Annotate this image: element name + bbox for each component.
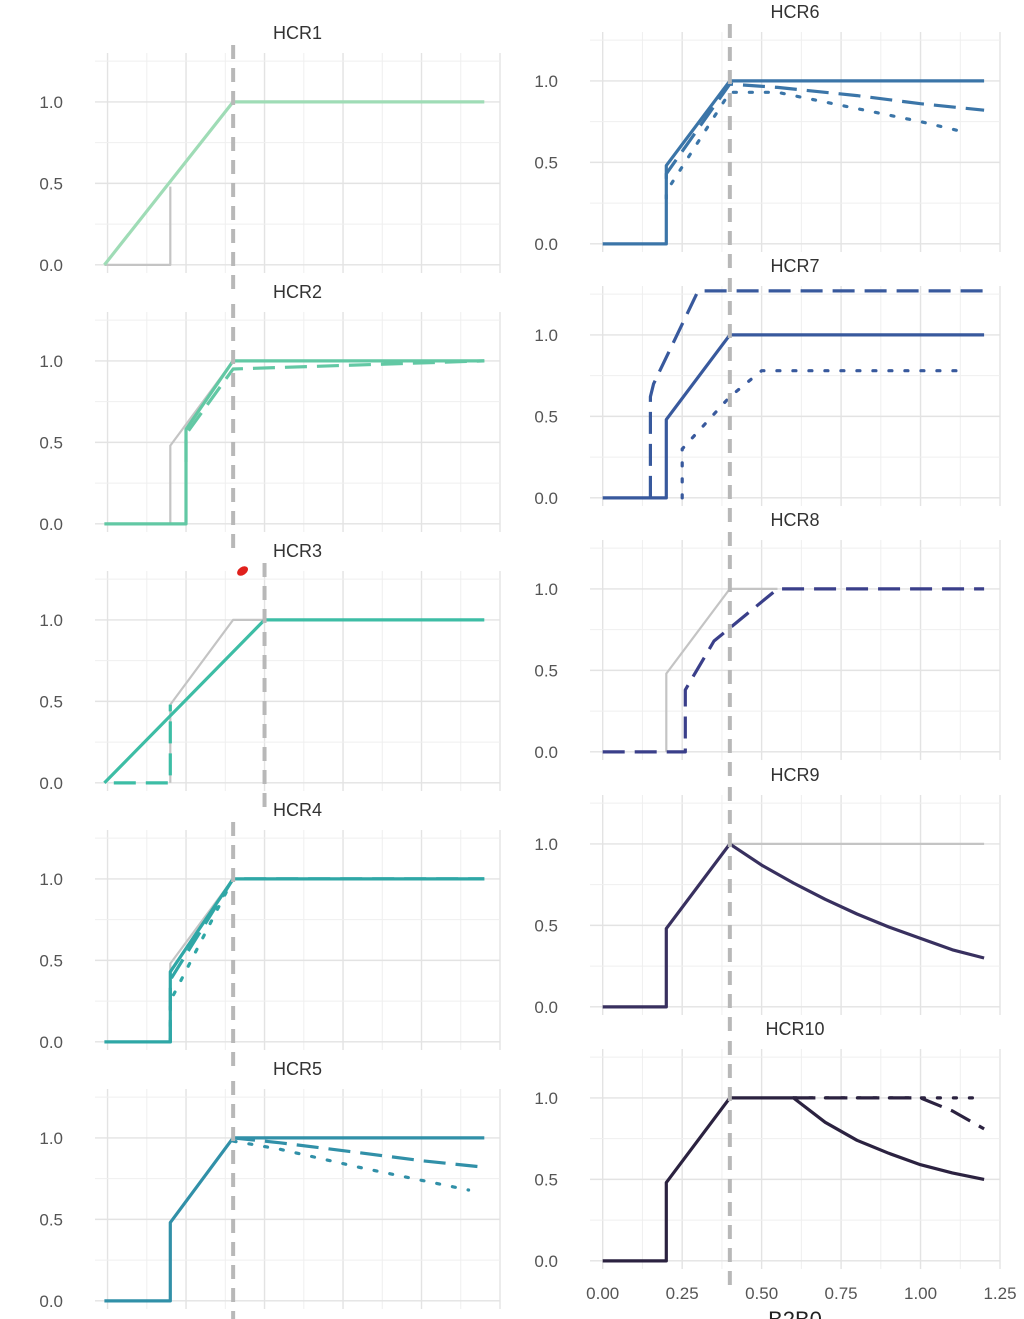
x-tick-label: 0.50 [745,1284,778,1303]
y-tick-label: 0.0 [39,256,63,275]
panel-title: HCR1 [273,23,322,43]
y-tick-label: 1.0 [534,72,558,91]
series-line-solid [602,79,985,246]
panel-title: HCR10 [765,1019,824,1039]
panel-hcr3: HCR3 0.0 0.5 1.0 [39,541,501,809]
series-line-dotted [168,877,235,1044]
panel-hcr10: HCR10 0.0 0.5 1.0 0.00 0.25 0.50 0.75 1.00 1.25 B2… [534,1019,1016,1319]
series-line-solid [602,842,985,1009]
series-line-dashed [113,704,172,785]
panel-background [590,1049,1000,1269]
y-tick-label: 0.5 [534,153,558,172]
y-tick-label: 0.5 [534,1170,558,1189]
y-tick-label: 0.0 [39,1033,63,1052]
panel-title: HCR4 [273,800,322,820]
y-tick-label: 0.5 [39,1210,63,1229]
y-tick-label: 1.0 [534,835,558,854]
y-tick-label: 1.0 [39,1129,63,1148]
y-tick-label: 0.0 [534,1252,558,1271]
y-tick-label: 1.0 [534,1089,558,1108]
x-tick-label: 0.75 [825,1284,858,1303]
reference-series-line [104,186,172,266]
panel-title: HCR8 [770,510,819,530]
panel-background [95,571,500,791]
panel-background [590,32,1000,252]
series-line-dashed [648,289,985,498]
series-line-solid [104,1136,485,1303]
y-tick-label: 0.5 [534,916,558,935]
y-tick-label: 0.5 [39,951,63,970]
panel-title: HCR7 [770,256,819,276]
panel-hcr7: HCR7 0.0 0.5 1.0 [534,256,1001,524]
x-tick-label: 1.25 [983,1284,1016,1303]
y-tick-label: 1.0 [39,93,63,112]
y-tick-label: 0.5 [39,174,63,193]
y-tick-label: 0.5 [534,661,558,680]
panel-hcr9: HCR9 0.0 0.5 1.0 [534,765,1001,1033]
panel-hcr4: HCR4 0.0 0.5 1.0 [39,800,501,1068]
y-tick-label: 0.0 [39,1292,63,1311]
panel-title: HCR9 [770,765,819,785]
y-tick-label: 1.0 [534,580,558,599]
reference-series-line [169,618,265,783]
series-line-dashed [168,877,485,1042]
y-tick-label: 0.5 [534,407,558,426]
series-line-dashed [184,359,485,462]
annotation-marker [237,566,248,576]
series-line-dashed [232,1136,485,1169]
y-tick-label: 0.5 [39,433,63,452]
series-line-dotted [680,369,970,500]
y-tick-label: 0.0 [534,489,558,508]
panel-background [590,540,1000,760]
x-tick-label: 1.00 [904,1284,937,1303]
panel-title: HCR2 [273,282,322,302]
panel-hcr8: HCR8 0.0 0.5 1.0 [534,510,1001,778]
panel-hcr5: HCR5 0.0 0.5 1.0 [39,1059,501,1319]
series-line-dotted [231,1139,471,1192]
y-tick-label: 1.0 [39,611,63,630]
panel-title: HCR6 [770,2,819,22]
panel-hcr6: HCR6 0.0 0.5 1.0 [534,2,1001,270]
y-tick-label: 0.5 [39,692,63,711]
x-tick-label: 0.25 [666,1284,699,1303]
series-line-solid [602,1096,985,1263]
panel-background [95,830,500,1050]
panel-background [95,53,500,273]
panel-background [590,286,1000,506]
panel-title: HCR3 [273,541,322,561]
panel-background [590,795,1000,1015]
y-tick-label: 0.0 [534,235,558,254]
series-line-dashed [664,82,985,179]
y-tick-label: 1.0 [39,352,63,371]
panel-hcr1: HCR1 0.0 0.5 1.0 [39,23,501,291]
series-line-dashed [793,1096,985,1131]
panel-background [95,312,500,532]
y-tick-label: 1.0 [39,870,63,889]
y-tick-label: 1.0 [534,326,558,345]
y-tick-label: 0.0 [39,515,63,534]
y-tick-label: 0.0 [534,743,558,762]
series-line-solid [104,359,485,526]
panel-hcr2: HCR2 0.0 0.5 1.0 [39,282,501,550]
y-tick-label: 0.0 [534,998,558,1017]
panel-title: HCR5 [273,1059,322,1079]
series-line-dashed [602,587,985,754]
y-tick-label: 0.0 [39,774,63,793]
series-line-solid [602,333,985,500]
x-axis-title: B2B0 [768,1307,822,1319]
reference-series-line [665,587,778,752]
panel-background [95,1089,500,1309]
x-tick-label: 0.00 [586,1284,619,1303]
